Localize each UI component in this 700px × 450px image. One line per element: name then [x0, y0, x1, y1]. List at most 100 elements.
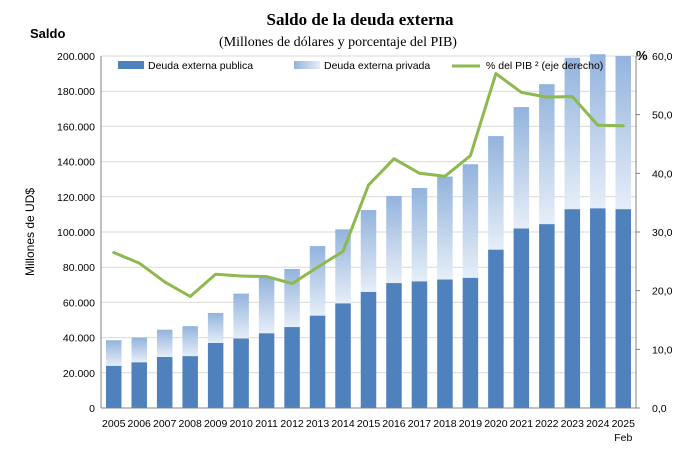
gdp-pct-point [239, 274, 243, 278]
bar-public [564, 209, 581, 408]
gdp-pct-point [188, 295, 192, 298]
y2-tick-label: 30,0 [652, 227, 673, 239]
bar-private [233, 293, 249, 339]
x-tick-label: 2022 [535, 418, 559, 430]
bar-private [564, 57, 581, 210]
x-tick-label: 2019 [459, 418, 483, 430]
bar-public [156, 356, 173, 408]
x-tick-label: 2023 [561, 418, 585, 430]
gdp-pct-point [596, 124, 599, 127]
y-tick-label: 120.000 [57, 192, 95, 204]
x-tick-label: 2010 [229, 418, 253, 430]
gdp-pct-point [214, 273, 217, 276]
legend: Deuda externa publica Deuda externa priva… [118, 60, 603, 72]
legend-swatch-private [294, 61, 320, 69]
bar-public [513, 228, 530, 408]
legend-label-public: Deuda externa publica [148, 60, 253, 72]
bar-private [309, 246, 326, 316]
x-tick-label: 2017 [408, 418, 432, 430]
bar-private [284, 268, 300, 328]
gdp-pct-point [112, 251, 115, 254]
x-tick-sublabel: Feb [614, 432, 632, 444]
x-tick-label: 2025 [612, 418, 636, 430]
line-layer [112, 72, 625, 298]
gdp-pct-point [341, 250, 345, 253]
bar-public [258, 333, 275, 408]
bars [105, 54, 632, 408]
bar-public [539, 224, 555, 408]
x-tick-label: 2011 [255, 418, 278, 430]
y-tick-label: 40.000 [63, 333, 95, 345]
chart-subtitle: (Millones de dólares y porcentaje del PI… [219, 35, 457, 50]
bar-private [182, 326, 198, 357]
y-tick-label: 80.000 [63, 262, 95, 274]
y2-tick-label: 0,0 [652, 403, 667, 415]
y2-tick-label: 20,0 [652, 286, 673, 298]
bar-public [411, 281, 428, 408]
x-tick-label: 2005 [102, 418, 126, 430]
bar-private [615, 56, 632, 210]
gdp-pct-point [571, 95, 574, 98]
x-tick-label: 2024 [586, 418, 610, 430]
bar-public [590, 208, 606, 408]
bar-private [386, 195, 402, 284]
x-tick-label: 2014 [331, 418, 355, 430]
gdp-pct-point [545, 95, 549, 99]
x-tick-label: 2008 [178, 418, 202, 430]
legend-label-private: Deuda externa privada [324, 60, 430, 72]
bar-private [258, 276, 275, 334]
gdp-pct-point [494, 72, 498, 75]
bar-public [386, 283, 402, 408]
axes [100, 55, 640, 409]
bar-private [488, 136, 504, 250]
bar-public [207, 342, 224, 408]
gdp-pct-point [418, 172, 421, 175]
y-tick-label: 60.000 [63, 297, 95, 309]
x-tick-label: 2012 [280, 418, 304, 430]
bar-private [156, 329, 173, 357]
x-tick-label: 2018 [433, 418, 457, 430]
x-tick-label: 2016 [382, 418, 406, 430]
ticks: 0 20.000 40.000 60.000 80.000 100.000 120.000 1… [57, 51, 673, 444]
bar-public [309, 315, 326, 408]
bar-public [462, 277, 479, 408]
bar-public [488, 249, 504, 408]
x-tick-label: 2021 [510, 418, 534, 430]
y-tick-label: 200.000 [57, 51, 95, 63]
x-tick-label: 2020 [484, 418, 508, 430]
bar-public [182, 356, 198, 408]
bar-public [437, 279, 453, 408]
y-tick-label: 100.000 [57, 227, 95, 239]
chart-title: Saldo de la deuda externa [266, 10, 454, 29]
y2-tick-label: 40,0 [652, 168, 673, 180]
x-tick-label: 2007 [153, 418, 177, 430]
bar-public [105, 365, 122, 408]
legend-swatch-public [118, 61, 144, 69]
bar-private [207, 312, 224, 343]
bar-public [360, 291, 377, 408]
left-axis-title: Saldo [30, 26, 65, 41]
bar-private [360, 210, 377, 292]
gdp-pct-point [392, 157, 396, 160]
bar-private [335, 229, 351, 304]
y-tick-label: 0 [89, 403, 95, 415]
y2-tick-label: 50,0 [652, 110, 673, 122]
gdp-pct-point [265, 275, 268, 278]
bar-public [233, 338, 249, 408]
y-axis-label: Millones de UD$ [23, 188, 37, 276]
bar-public [284, 327, 300, 408]
y2-tick-label: 60,0 [652, 51, 673, 63]
x-tick-label: 2009 [204, 418, 228, 430]
y-tick-label: 160.000 [57, 121, 95, 133]
bar-public [131, 362, 147, 408]
bar-public [335, 303, 351, 408]
right-axis-title: % [636, 48, 648, 63]
bar-private [590, 54, 606, 209]
gdp-pct-point [316, 266, 319, 269]
bar-private [539, 84, 555, 225]
x-tick-label: 2006 [128, 418, 152, 430]
legend-label-gdp: % del PIB ² (eje derecho) [486, 60, 603, 72]
gdp-pct-point [290, 282, 294, 285]
gdp-pct-point [367, 183, 370, 187]
